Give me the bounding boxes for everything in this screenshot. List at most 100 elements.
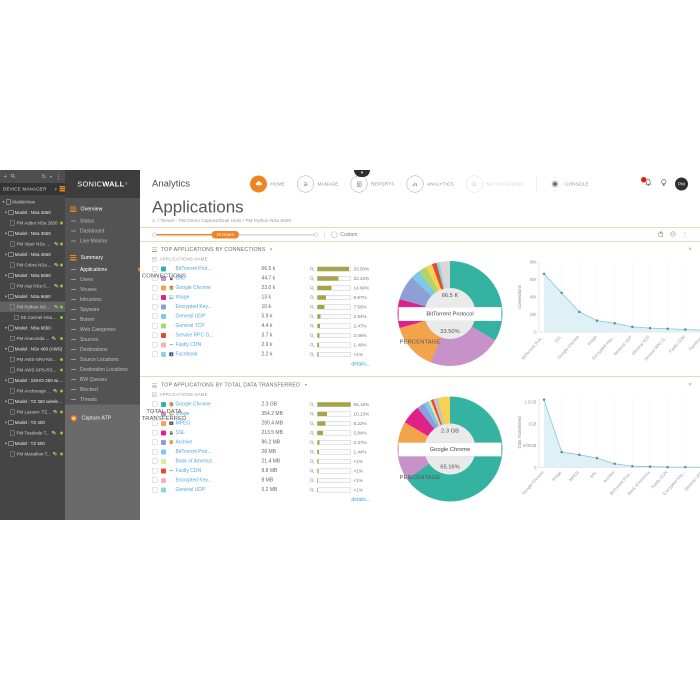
table-row[interactable]: General UDP 5.2 MB <1% [152,485,387,495]
tree-expand-icon[interactable]: ▾ [5,326,7,330]
kebab-menu-icon[interactable]: ⋮ [55,173,62,180]
chevron-down-icon[interactable]: ▼ [269,247,273,252]
table-row[interactable]: SSL 213.5 MB 5.84% [152,428,387,438]
collapse-header-tab[interactable]: ▾ [354,170,370,177]
device-checkbox[interactable] [10,430,15,436]
donut-chart-graphic[interactable]: 2.3 GB Google Chrome 65.16% [397,396,503,502]
row-checkbox[interactable] [152,411,158,417]
magnifier-icon[interactable] [309,430,315,436]
magnifier-icon[interactable] [309,468,315,474]
filter-icon[interactable]: ▾ [49,174,52,179]
table-row[interactable]: Archive 86.2 MB 2.37% [152,438,387,448]
search-icon[interactable] [10,173,16,180]
app-name-link[interactable]: Image [175,294,190,301]
sidebar-item-dashboard[interactable]: Dashboard [65,226,140,236]
sidebar-item-destination-locations[interactable]: Destination Locations [65,365,140,375]
chevron-down-icon[interactable]: ▼ [304,383,308,387]
magnifier-icon[interactable] [309,449,315,455]
magnifier-icon[interactable] [309,333,315,338]
tree-item[interactable]: PM Anchorage ... [0,386,65,397]
device-checkbox[interactable] [10,241,15,247]
app-name-link[interactable]: BitTorrent Prot... [175,449,212,455]
app-name-link[interactable]: SSL [175,430,185,436]
drag-grip-icon[interactable] [152,247,157,252]
schedule-icon[interactable] [670,231,676,239]
row-checkbox[interactable] [152,294,158,301]
panel-menu-icon[interactable] [59,186,65,192]
row-checkbox[interactable] [152,420,158,427]
tree-item[interactable]: ▾ Model : NSv 400 (AWS) [0,344,65,355]
tree-expand-icon[interactable]: ▾ [5,210,7,215]
sidebar-item-blocked[interactable]: Blocked [65,385,140,395]
sidebar-header-summary[interactable]: Summary [65,251,140,265]
tree-item[interactable]: ▾ Model : NSa 6650 [0,291,65,302]
magnifier-icon[interactable] [309,342,315,348]
table-row[interactable]: Fastly CDN 2.9 k 1.40% [152,340,387,350]
tree-expand-icon[interactable]: ▾ [5,399,7,404]
time-range-pill[interactable]: 24 Hours [211,230,239,239]
app-name-link[interactable]: SSL [175,275,185,282]
row-checkbox[interactable] [152,351,158,358]
tree-expand-icon[interactable]: ▾ [5,347,7,351]
table-row[interactable]: Image 354.2 MB 10.13% [152,409,387,419]
tree-item[interactable]: ▾ Model : NSa 5650 [0,270,65,281]
tree-expand-icon[interactable]: ▾ [5,294,7,299]
table-row[interactable]: General UDP 5.9 k 2.94% [152,312,387,322]
row-checkbox[interactable] [152,275,158,282]
magnifier-icon[interactable] [309,421,315,426]
export-icon[interactable] [658,231,664,239]
tree-item[interactable]: PM Marathon T... [0,449,65,460]
sidebar-item-viruses[interactable]: Viruses [65,285,140,295]
tree-expand-icon[interactable]: ▾ [2,200,5,204]
drag-grip-icon[interactable] [152,382,157,388]
table-row[interactable]: Encrypted Key... 8 MB <1% [152,476,387,486]
tree-expand-icon[interactable]: ▾ [5,231,7,236]
tree-item[interactable]: ▾ Model : TZ 600 [0,438,65,449]
device-checkbox[interactable] [10,356,15,362]
avatar[interactable]: PM [675,177,688,191]
app-name-link[interactable]: Encrypted Key... [175,304,212,310]
sidebar-item-live-monitor[interactable]: Live Monitor [65,236,140,246]
sidebar-item-spyware[interactable]: Spyware [65,305,140,315]
row-checkbox[interactable] [152,304,158,310]
tree-item[interactable]: PM AWS-SPS-RS... [0,365,65,376]
magnifier-icon[interactable] [309,352,315,357]
magnifier-icon[interactable] [309,276,315,281]
table-row[interactable]: Encrypted Key... 10 k 7.56% [152,302,387,312]
slider-end-handle[interactable] [313,232,319,237]
tree-item[interactable]: PM Python NSa... [0,301,65,312]
device-checkbox[interactable] [14,314,19,320]
nav-item-notifications[interactable]: NOTIFICATIONS [465,175,524,193]
sidebar-item-status[interactable]: Status [65,216,140,226]
device-checkbox[interactable] [10,283,15,289]
tree-item[interactable]: PM Cobra NSa ... [0,260,65,271]
table-row[interactable]: Service RPC G... 3.7 k 2.06% [152,331,387,341]
custom-range-radio[interactable] [330,231,338,238]
app-name-link[interactable]: Archive [175,439,193,446]
table-row[interactable]: f Facebook 2.2 k <1% [152,350,387,360]
row-checkbox[interactable] [152,342,158,348]
app-name-link[interactable]: Service RPC G... [175,332,214,339]
tree-item[interactable]: PM Asp NSa 56... [0,281,65,292]
sidebar-item-capture-atp[interactable]: Capture ATP [65,411,140,426]
app-name-link[interactable]: Google Chrome [175,401,211,408]
close-icon[interactable]: × [688,245,692,253]
sidebar-item-destinations[interactable]: Destinations [65,345,140,355]
tree-item[interactable]: PM Lassen- TZ... [0,407,65,418]
sidebar-item-source-locations[interactable]: Source Locations [65,355,140,365]
app-name-link[interactable]: BitTorrent Prot... [175,266,212,272]
refresh-icon[interactable]: ↻ [41,173,47,180]
slider-track-remainder[interactable] [238,234,314,236]
tree-item[interactable]: ▾ Model : SOHO 250 wirele... [0,375,65,386]
row-checkbox[interactable] [152,449,158,455]
tree-item[interactable]: PM AWS-SRV-NS... [0,354,65,365]
magnifier-icon[interactable] [309,459,315,464]
sidebar-item-applications[interactable]: Applications [65,265,140,275]
app-name-link[interactable]: Fastly CDN [175,468,202,474]
magnifier-icon[interactable] [309,411,315,417]
tree-item[interactable]: SE Carmel NSa6650 [0,312,65,323]
home-icon[interactable]: ⌂ [152,217,156,224]
device-checkbox[interactable] [10,451,15,457]
nav-item-reports[interactable]: REPORTS [350,175,395,193]
slider-start-handle[interactable] [152,232,157,237]
